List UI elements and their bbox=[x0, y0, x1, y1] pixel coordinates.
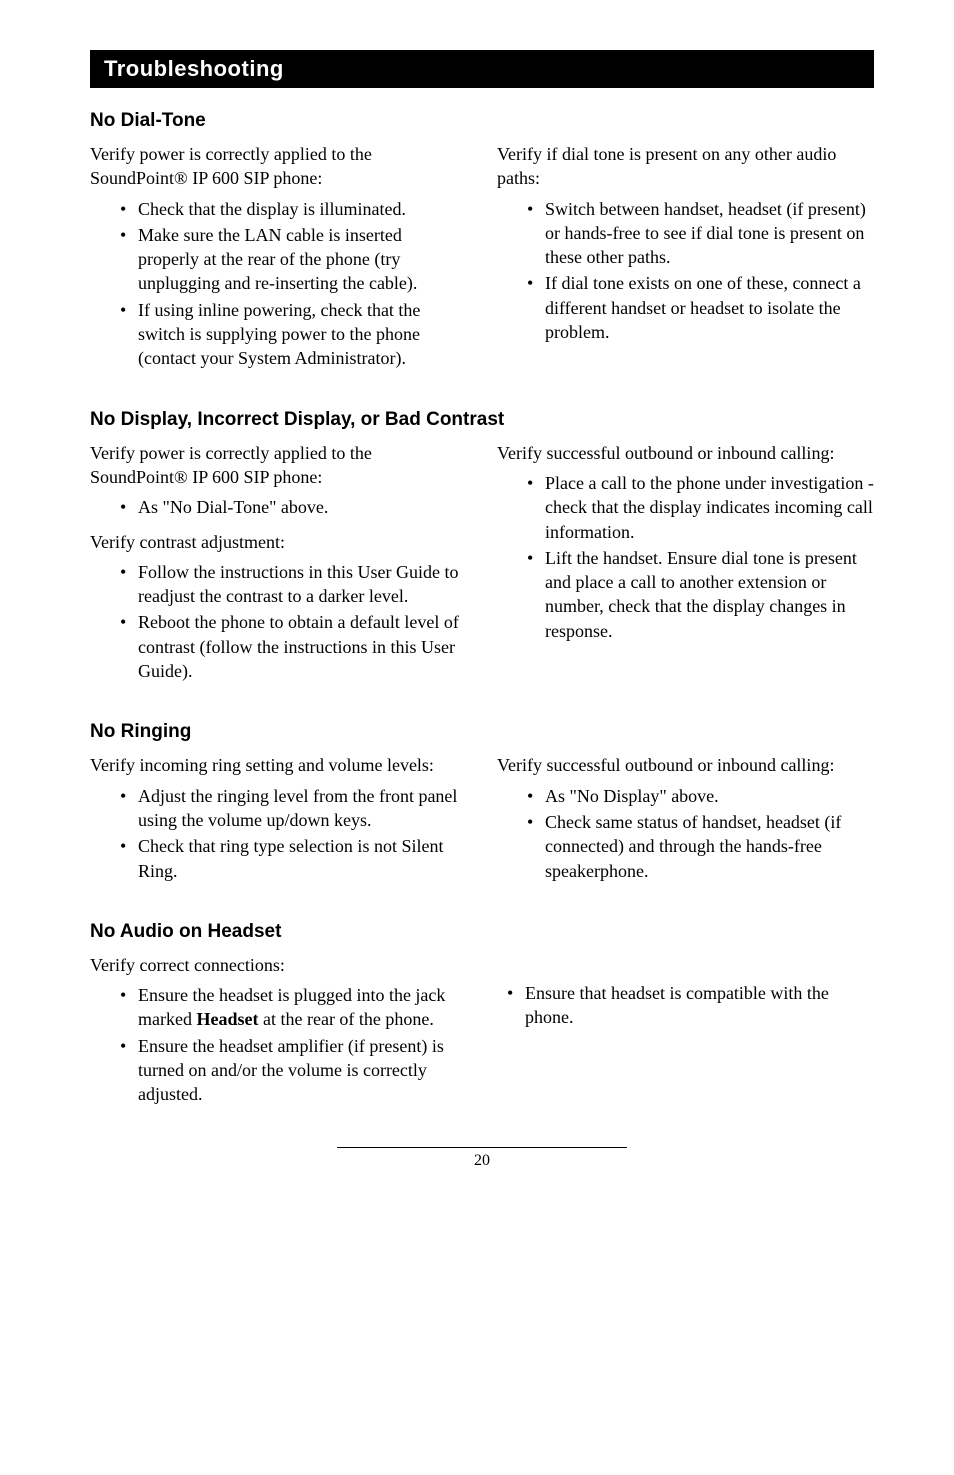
heading-no-dial-tone: No Dial-Tone bbox=[90, 110, 874, 132]
list-item: Check that the display is illuminated. bbox=[120, 197, 467, 221]
list-item: Follow the instructions in this User Gui… bbox=[120, 560, 467, 609]
intro-text: Verify if dial tone is present on any ot… bbox=[497, 142, 874, 191]
heading-no-display: No Display, Incorrect Display, or Bad Co… bbox=[90, 409, 874, 431]
bullet-list: Ensure the headset is plugged into the j… bbox=[90, 983, 467, 1106]
no-display-left: Verify power is correctly applied to the… bbox=[90, 441, 467, 694]
no-audio-left: Verify correct connections: Ensure the h… bbox=[90, 953, 467, 1117]
bullet-list: Place a call to the phone under investig… bbox=[497, 471, 874, 643]
bullet-list: Check that the display is illuminated. M… bbox=[90, 197, 467, 371]
no-ringing-columns: Verify incoming ring setting and volume … bbox=[90, 753, 874, 892]
no-dial-tone-right: Verify if dial tone is present on any ot… bbox=[497, 142, 874, 381]
no-display-right: Verify successful outbound or inbound ca… bbox=[497, 441, 874, 694]
list-item: Check that ring type selection is not Si… bbox=[120, 834, 467, 883]
list-item: As "No Dial-Tone" above. bbox=[120, 495, 467, 519]
no-audio-right: Ensure that headset is compatible with t… bbox=[497, 953, 874, 1117]
footer-divider bbox=[337, 1147, 627, 1148]
bold-text: Headset bbox=[196, 1009, 258, 1029]
no-ringing-left: Verify incoming ring setting and volume … bbox=[90, 753, 467, 892]
no-ringing-right: Verify successful outbound or inbound ca… bbox=[497, 753, 874, 892]
heading-no-audio: No Audio on Headset bbox=[90, 921, 874, 943]
intro-text: Verify power is correctly applied to the… bbox=[90, 142, 467, 191]
list-item: Adjust the ringing level from the front … bbox=[120, 784, 467, 833]
no-dial-tone-left: Verify power is correctly applied to the… bbox=[90, 142, 467, 381]
list-item: Make sure the LAN cable is inserted prop… bbox=[120, 223, 467, 296]
bullet-list: Follow the instructions in this User Gui… bbox=[90, 560, 467, 683]
list-item: Lift the handset. Ensure dial tone is pr… bbox=[527, 546, 874, 643]
page-number: 20 bbox=[474, 1152, 490, 1169]
list-item: Place a call to the phone under investig… bbox=[527, 471, 874, 544]
section-title-bar: Troubleshooting bbox=[90, 50, 874, 88]
list-item: Reboot the phone to obtain a default lev… bbox=[120, 610, 467, 683]
list-item: Ensure the headset is plugged into the j… bbox=[120, 983, 467, 1032]
bullet-list: As "No Display" above. Check same status… bbox=[497, 784, 874, 883]
no-audio-columns: Verify correct connections: Ensure the h… bbox=[90, 953, 874, 1117]
intro-text: Verify successful outbound or inbound ca… bbox=[497, 441, 874, 465]
list-item: Switch between handset, headset (if pres… bbox=[527, 197, 874, 270]
intro-text: Verify successful outbound or inbound ca… bbox=[497, 753, 874, 777]
list-item: Ensure that headset is compatible with t… bbox=[507, 981, 874, 1030]
text-fragment: at the rear of the phone. bbox=[258, 1009, 433, 1029]
list-item: If dial tone exists on one of these, con… bbox=[527, 271, 874, 344]
heading-no-ringing: No Ringing bbox=[90, 721, 874, 743]
bullet-list: As "No Dial-Tone" above. bbox=[90, 495, 467, 519]
intro-text: Verify incoming ring setting and volume … bbox=[90, 753, 467, 777]
list-item: If using inline powering, check that the… bbox=[120, 298, 467, 371]
list-item: Check same status of handset, headset (i… bbox=[527, 810, 874, 883]
intro-text: Verify contrast adjustment: bbox=[90, 530, 467, 554]
intro-text: Verify power is correctly applied to the… bbox=[90, 441, 467, 490]
list-item: Ensure the headset amplifier (if present… bbox=[120, 1034, 467, 1107]
bullet-list: Adjust the ringing level from the front … bbox=[90, 784, 467, 883]
no-dial-tone-columns: Verify power is correctly applied to the… bbox=[90, 142, 874, 381]
bullet-list: Switch between handset, headset (if pres… bbox=[497, 197, 874, 345]
no-display-columns: Verify power is correctly applied to the… bbox=[90, 441, 874, 694]
intro-text: Verify correct connections: bbox=[90, 953, 467, 977]
list-item: As "No Display" above. bbox=[527, 784, 874, 808]
page-footer: 20 bbox=[90, 1147, 874, 1170]
bullet-list: Ensure that headset is compatible with t… bbox=[497, 981, 874, 1030]
